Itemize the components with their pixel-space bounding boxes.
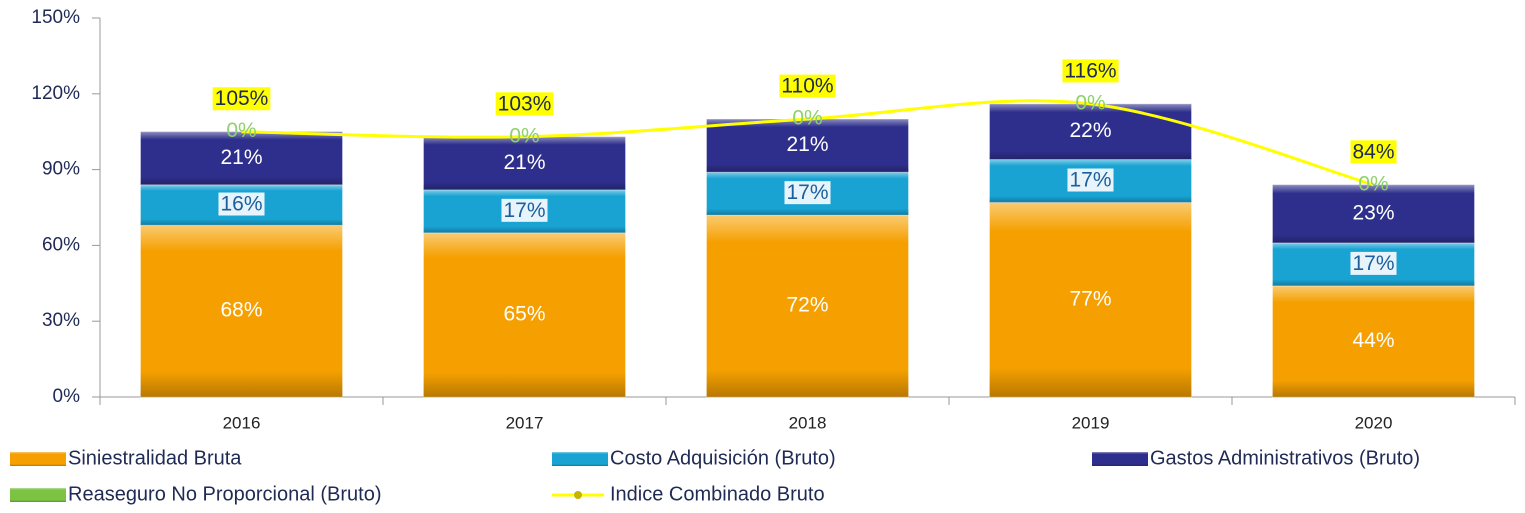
bar-shade xyxy=(1272,285,1475,397)
bar-shade xyxy=(423,136,626,190)
legend-swatch-shade xyxy=(10,488,66,502)
data-label-box xyxy=(212,87,271,111)
data-label: 72% xyxy=(786,294,828,317)
data-label-box xyxy=(784,181,831,205)
data-label-box xyxy=(779,74,836,98)
legend-label: Gastos Administrativos (Bruto) xyxy=(1150,447,1420,469)
legend-swatch-shade xyxy=(552,452,608,466)
data-label-box xyxy=(501,198,548,222)
data-label: 22% xyxy=(1069,119,1111,142)
data-label: 77% xyxy=(1069,287,1111,310)
data-label: 21% xyxy=(220,146,262,169)
data-label: 0% xyxy=(1358,172,1388,195)
bar-shade xyxy=(140,131,343,185)
data-label-box xyxy=(1350,140,1397,164)
data-label: 16% xyxy=(220,193,262,216)
y-tick-label: 90% xyxy=(42,159,80,180)
data-label: 65% xyxy=(503,302,545,325)
data-label: 17% xyxy=(1352,252,1394,275)
x-tick-label: 2016 xyxy=(223,413,261,432)
legend-label: Costo Adquisición (Bruto) xyxy=(610,447,836,469)
y-tick-label: 30% xyxy=(42,310,80,331)
bar-shade xyxy=(706,215,909,397)
line xyxy=(241,99,1374,187)
data-label: 105% xyxy=(215,87,269,110)
data-label-box xyxy=(1067,168,1114,192)
data-label: 21% xyxy=(503,151,545,174)
data-label: 17% xyxy=(503,199,545,222)
y-tick-label: 0% xyxy=(53,386,81,407)
data-label: 103% xyxy=(498,92,552,115)
bar-shade xyxy=(140,225,343,397)
bar-shade xyxy=(989,202,1192,397)
data-label-box xyxy=(1062,59,1119,83)
data-label: 17% xyxy=(786,181,828,204)
x-tick-label: 2018 xyxy=(789,413,827,432)
legend-label: Reaseguro No Proporcional (Bruto) xyxy=(68,483,382,505)
bar-shade xyxy=(706,119,909,173)
data-label-box xyxy=(495,92,554,116)
data-label: 0% xyxy=(792,107,822,130)
y-tick-label: 60% xyxy=(42,234,80,255)
data-label: 44% xyxy=(1352,329,1394,352)
data-label: 0% xyxy=(226,119,256,142)
data-label: 116% xyxy=(1064,59,1116,82)
y-tick-label: 150% xyxy=(31,7,80,28)
x-tick-label: 2019 xyxy=(1072,413,1110,432)
bar-shade xyxy=(1272,184,1475,243)
data-label-box xyxy=(1350,251,1397,275)
data-label: 84% xyxy=(1352,140,1394,163)
legend-swatch-shade xyxy=(10,452,66,466)
data-label: 23% xyxy=(1352,201,1394,224)
y-tick-label: 120% xyxy=(31,83,80,104)
data-label: 0% xyxy=(509,124,539,147)
bar-shade xyxy=(989,103,1192,160)
bar-shade xyxy=(423,232,626,397)
legend-marker xyxy=(574,491,582,499)
data-label: 0% xyxy=(1075,91,1105,114)
legend-label: Siniestralidad Bruta xyxy=(68,447,242,469)
data-label: 17% xyxy=(1069,169,1111,192)
data-label-box xyxy=(218,192,265,216)
legend-label: Indice Combinado Bruto xyxy=(610,483,825,505)
data-label: 110% xyxy=(781,75,833,98)
legend-swatch-shade xyxy=(1092,452,1148,466)
x-tick-label: 2017 xyxy=(506,413,544,432)
x-tick-label: 2020 xyxy=(1355,413,1393,432)
data-label: 68% xyxy=(220,299,262,322)
data-label: 21% xyxy=(786,133,828,156)
